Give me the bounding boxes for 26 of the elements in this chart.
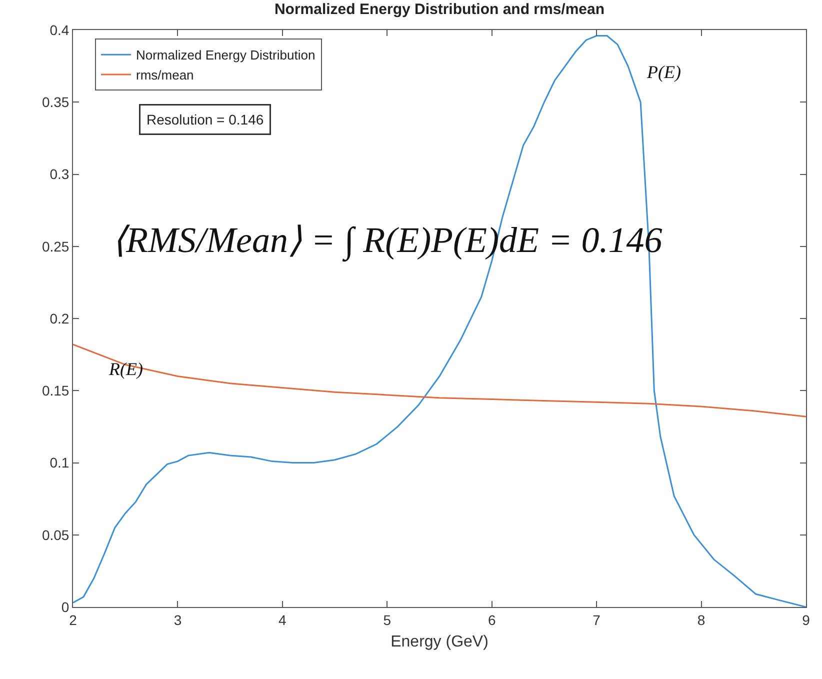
x-tick-label: 6 (488, 612, 496, 628)
y-tick-label: 0.05 (42, 526, 70, 543)
y-tick-label: 0.35 (42, 94, 70, 110)
legend-label: rms/mean (136, 68, 194, 83)
annotation: R(E) (108, 359, 143, 379)
annotation: Resolution = 0.146 (146, 112, 264, 128)
y-tick-label: 0.25 (42, 238, 70, 254)
line-series (73, 344, 806, 418)
x-tick-label: 8 (697, 612, 706, 628)
x-tick-label: 7 (592, 612, 601, 628)
x-tick-label: 4 (278, 612, 287, 628)
legend-label: Normalized Energy Distribution (136, 48, 316, 63)
line-series (73, 35, 806, 607)
annotation: P(E) (646, 62, 681, 82)
chart-title: Normalized Energy Distribution and rms/mean (274, 0, 605, 18)
y-tick-label: 0.4 (50, 22, 70, 38)
x-tick-label: 3 (174, 612, 182, 628)
y-tick-label: 0.2 (50, 310, 70, 326)
y-tick-label: 0.15 (42, 382, 70, 399)
y-tick-label: 0.3 (50, 166, 70, 182)
x-tick-label: 9 (802, 612, 810, 628)
x-axis-title: Energy (GeV) (390, 634, 488, 650)
x-tick-label: 2 (69, 612, 78, 628)
y-tick-label: 0 (61, 598, 70, 615)
x-tick-label: 5 (383, 612, 392, 628)
y-tick-label: 0.1 (50, 454, 70, 471)
